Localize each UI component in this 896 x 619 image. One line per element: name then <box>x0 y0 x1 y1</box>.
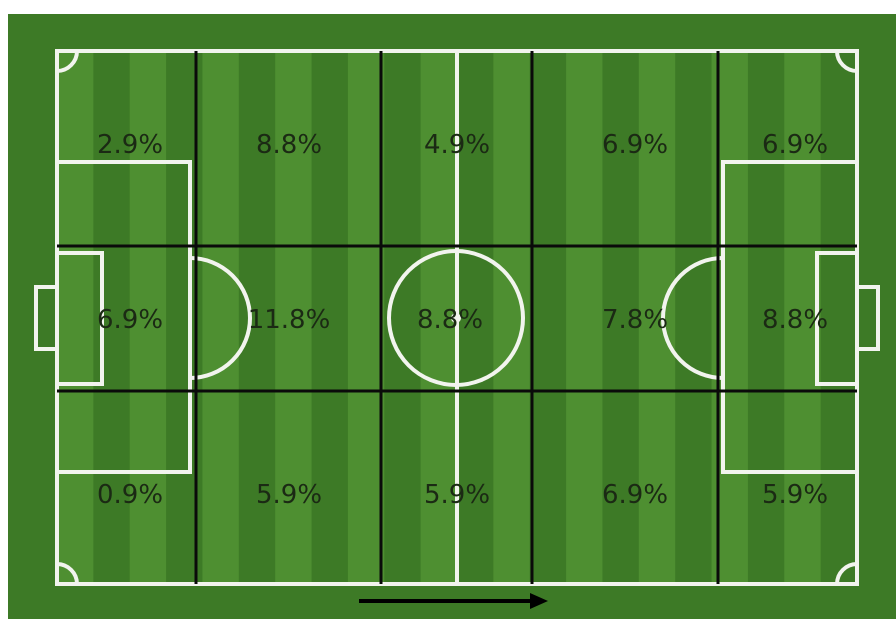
grass-stripe <box>93 51 131 584</box>
zone-label: 6.9% <box>762 130 828 160</box>
zone-label: 5.9% <box>424 480 490 510</box>
zone-label: 8.8% <box>762 305 828 335</box>
corner-arc-bottom-left <box>56 562 79 585</box>
grass-stripe <box>638 51 676 584</box>
zone-label: 8.8% <box>417 305 483 335</box>
zone-label: 6.9% <box>97 305 163 335</box>
zone-label: 6.9% <box>602 480 668 510</box>
corner-arc-bottom-right <box>835 562 858 585</box>
left-goal <box>34 285 59 351</box>
right-goal <box>855 285 880 351</box>
zone-label: 0.9% <box>97 480 163 510</box>
zone-label: 6.9% <box>602 130 668 160</box>
right-penalty-arc <box>661 256 724 380</box>
zone-grid <box>57 51 857 584</box>
left-penalty-arc <box>189 256 252 380</box>
grass-stripe <box>820 51 858 584</box>
grass-stripe <box>238 51 276 584</box>
zone-label: 5.9% <box>762 480 828 510</box>
grass-stripe <box>747 51 785 584</box>
grass-stripe <box>784 51 822 584</box>
arrow-head-icon <box>530 593 548 609</box>
attack-direction-arrow <box>359 593 548 609</box>
grass-stripe <box>311 51 349 584</box>
zone-label: 7.8% <box>602 305 668 335</box>
pitch-background <box>8 14 896 619</box>
corner-arc-top-right <box>835 50 858 73</box>
zone-label: 5.9% <box>256 480 322 510</box>
grass-stripe <box>457 51 494 584</box>
grass-stripe <box>129 51 167 584</box>
zone-label: 4.9% <box>424 130 490 160</box>
grass-stripe <box>529 51 567 584</box>
grass-stripe <box>566 51 603 584</box>
zone-label: 2.9% <box>97 130 163 160</box>
grass-stripe <box>347 51 385 584</box>
corner-arc-top-left <box>56 50 79 73</box>
grass-stripe <box>202 51 240 584</box>
grass-stripe <box>275 51 313 584</box>
pitch-markings <box>34 49 880 586</box>
grass-stripe <box>602 51 640 584</box>
center-spot <box>451 313 461 323</box>
center-circle <box>387 249 525 387</box>
zone-label: 8.8% <box>256 130 322 160</box>
grass-stripe <box>675 51 713 584</box>
grass-stripe <box>57 51 94 584</box>
zone-label: 11.8% <box>248 305 331 335</box>
zone-labels: 2.9% 8.8% 4.9% 6.9% 6.9% 6.9% 11.8% 8.8%… <box>97 130 828 510</box>
